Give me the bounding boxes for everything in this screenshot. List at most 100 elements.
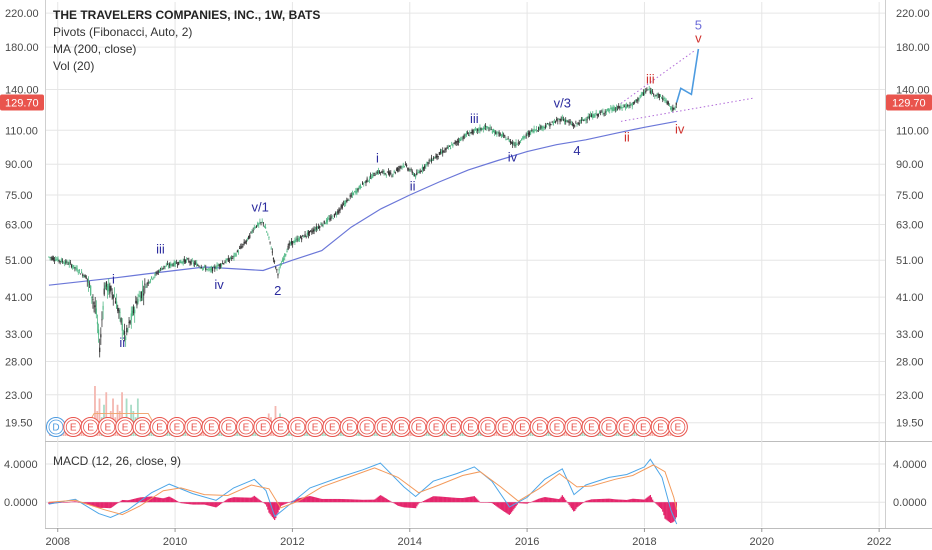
- candle-body: [327, 218, 329, 222]
- macd-histogram-bar: [421, 501, 424, 503]
- macd-histogram-bar: [425, 499, 427, 503]
- price-tick-left: 75.00: [5, 190, 33, 202]
- candle-body: [644, 92, 646, 93]
- candle-body: [469, 132, 471, 134]
- macd-histogram-bar: [586, 500, 588, 503]
- macd-histogram-bar: [200, 502, 202, 505]
- candle-body: [429, 160, 431, 162]
- event-marker: E: [218, 417, 239, 437]
- macd-histogram-bar: [503, 502, 505, 512]
- candle-body: [437, 155, 439, 157]
- macd-histogram-bar: [279, 502, 281, 508]
- candle-body: [271, 251, 273, 253]
- macd-histogram-bar: [95, 502, 98, 508]
- macd-histogram-bar: [301, 497, 303, 503]
- candle-body: [605, 110, 607, 113]
- candle-body: [109, 285, 111, 294]
- macd-histogram-bar: [614, 499, 617, 503]
- macd-histogram-bar: [356, 499, 358, 503]
- event-label: E: [156, 423, 163, 434]
- candle-body: [464, 134, 466, 136]
- candle-body: [636, 100, 638, 102]
- macd-histogram-bar: [365, 499, 367, 503]
- macd-histogram-bar: [183, 502, 186, 504]
- candle-body: [348, 199, 350, 201]
- candle-body: [99, 347, 101, 353]
- candle-body: [101, 319, 103, 321]
- candle-body: [393, 171, 395, 173]
- candle-body: [541, 127, 543, 130]
- candle-body: [121, 323, 123, 331]
- candle-body: [588, 116, 590, 119]
- event-inner-circle: [497, 419, 513, 435]
- macd-histogram-bar: [484, 502, 487, 503]
- event-label: E: [122, 423, 129, 434]
- candle-body: [633, 101, 636, 103]
- candle-body: [460, 138, 462, 141]
- candle-body: [592, 114, 594, 118]
- price-tick-left: 90.00: [5, 159, 33, 171]
- macd-histogram-bar: [104, 502, 107, 508]
- candle-body: [533, 128, 535, 133]
- macd-histogram-bar: [280, 502, 283, 506]
- macd-histogram-bar: [570, 502, 573, 509]
- candle-body: [552, 122, 554, 125]
- candle-body: [535, 129, 537, 131]
- wave-label: i: [112, 271, 115, 286]
- event-marker: E: [564, 417, 585, 437]
- event-marker: E: [253, 417, 274, 437]
- macd-histogram-bar: [327, 498, 329, 503]
- candle-body: [216, 264, 218, 269]
- candle-body: [207, 268, 209, 270]
- event-inner-circle: [549, 419, 565, 435]
- price-tick-left: 19.50: [5, 418, 33, 430]
- macd-signal-line: [48, 464, 678, 516]
- price-tick-right: 220.00: [896, 8, 930, 20]
- macd-histogram-bar: [556, 498, 558, 503]
- event-marker: E: [270, 417, 291, 437]
- price-candles: [48, 85, 677, 358]
- event-marker: E: [443, 417, 464, 437]
- candle-body: [236, 250, 238, 252]
- candle-body: [624, 106, 627, 108]
- macd-histogram-bar: [410, 502, 412, 508]
- macd-histogram-bar: [563, 498, 566, 503]
- candle-body: [412, 173, 414, 176]
- event-label: E: [70, 423, 77, 434]
- macd-histogram-bar: [402, 502, 404, 508]
- candle-body: [368, 179, 370, 181]
- candle-body: [499, 133, 501, 135]
- candle-body: [372, 174, 374, 178]
- macd-histogram-bar: [319, 498, 321, 503]
- macd-histogram-bar: [161, 498, 163, 503]
- macd-histogram-bar: [167, 496, 170, 503]
- wave-label: iii: [470, 111, 479, 126]
- macd-histogram-bar: [554, 498, 557, 503]
- candle-body: [488, 129, 490, 131]
- macd-histogram-bar: [583, 502, 585, 503]
- volume-bar: [461, 432, 464, 436]
- macd-histogram-bar: [287, 502, 289, 503]
- macd-histogram-bar: [489, 502, 491, 503]
- candle-body: [286, 250, 288, 253]
- macd-histogram-bar: [510, 502, 513, 513]
- macd-histogram-bar: [578, 502, 580, 506]
- candle-body: [675, 102, 677, 105]
- volume-bar: [617, 432, 620, 436]
- candle-body: [551, 121, 553, 123]
- macd-histogram-bar: [113, 502, 116, 506]
- macd-histogram-bar: [572, 502, 575, 512]
- candle-body: [352, 193, 355, 196]
- candle-body: [418, 172, 420, 173]
- candle-body: [311, 231, 313, 233]
- macd-histogram-bar: [330, 498, 332, 503]
- candle-body: [204, 266, 206, 267]
- macd-histogram-bar: [66, 502, 68, 503]
- candle-body: [562, 119, 565, 121]
- macd-histogram-bar: [526, 502, 529, 504]
- candle-body: [83, 275, 85, 277]
- event-inner-circle: [566, 419, 582, 435]
- candle-body: [494, 130, 496, 134]
